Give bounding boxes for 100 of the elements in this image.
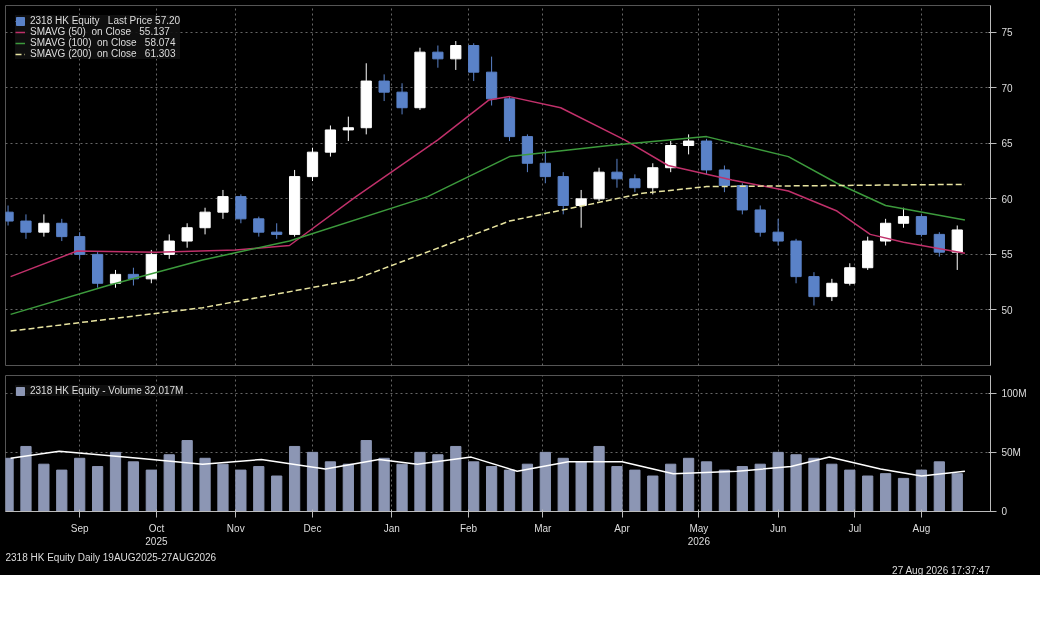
bar	[772, 451, 784, 512]
bar	[897, 477, 910, 512]
y-tick-label: 75	[1001, 27, 1014, 39]
bar	[217, 463, 229, 512]
text: 27 Aug 2026 17:37:47	[892, 564, 991, 576]
bar	[539, 451, 551, 512]
candlestick	[181, 222, 193, 249]
candlestick	[324, 125, 337, 158]
bar	[503, 469, 516, 512]
x-tick-label: Mar	[534, 522, 553, 534]
candlestick	[74, 231, 86, 260]
bar	[485, 466, 498, 512]
candlestick	[199, 207, 211, 235]
x-tick-label: Nov	[226, 522, 245, 534]
candlestick	[20, 213, 32, 240]
candlestick	[808, 271, 820, 306]
bar	[915, 469, 928, 512]
x-tick-label: Jul	[848, 522, 862, 534]
bar	[396, 463, 408, 512]
x-tick-label: Dec	[303, 522, 322, 534]
bar	[181, 440, 193, 512]
candlestick	[217, 189, 229, 220]
bar	[288, 445, 301, 512]
y-tick-label: 65	[1001, 138, 1014, 150]
y-tick-label: 50	[1001, 304, 1014, 316]
candlestick	[56, 218, 68, 242]
bar	[826, 463, 838, 512]
bar	[736, 466, 748, 512]
bar	[342, 463, 354, 512]
candlestick	[844, 262, 856, 286]
candlestick	[718, 165, 731, 193]
candlestick	[235, 193, 247, 224]
bar	[879, 473, 892, 512]
y-tick-label: 55	[1001, 249, 1014, 261]
legend-label: 2318 HK Equity - Volume 32.017M	[30, 385, 184, 396]
y-tick-label: 50M	[1001, 446, 1021, 458]
candlestick	[611, 158, 623, 189]
legend-label: SMAVG (200) on Close 61.303	[30, 48, 176, 59]
bar	[844, 469, 856, 512]
x-tick-label: Apr	[614, 522, 631, 534]
y-tick-label: 100M	[1001, 387, 1027, 399]
text: 2318 HK Equity Daily 19AUG2025-27AUG2026	[5, 551, 217, 563]
candlestick	[342, 116, 354, 142]
bar	[20, 445, 32, 512]
candlestick	[38, 213, 50, 238]
bar	[145, 469, 157, 512]
bar	[468, 461, 480, 512]
bar	[235, 469, 247, 512]
bar	[74, 457, 86, 512]
bar	[163, 454, 175, 512]
candlestick	[575, 189, 587, 229]
bar	[91, 466, 104, 512]
bar	[306, 451, 319, 512]
bar	[862, 475, 874, 512]
bar	[700, 461, 713, 512]
candlestick	[378, 73, 390, 102]
candlestick	[933, 231, 945, 258]
bar	[414, 451, 426, 512]
bar	[271, 475, 283, 512]
candlestick	[450, 40, 462, 71]
bar	[790, 454, 802, 512]
candlestick	[432, 45, 444, 69]
legend-label: SMAVG (50) on Close 55.137	[30, 26, 170, 37]
candlestick	[772, 218, 784, 246]
line-series	[9, 450, 966, 477]
bar	[754, 463, 766, 512]
candlestick	[754, 205, 766, 238]
y-tick-label: 70	[1001, 82, 1014, 94]
y-tick-label: 60	[1001, 193, 1014, 205]
bar	[450, 445, 462, 512]
x-tick-label: Sep	[70, 522, 90, 534]
bar	[575, 461, 587, 512]
bar	[629, 469, 641, 512]
bar	[56, 469, 68, 512]
candlestick	[665, 140, 677, 173]
bar	[253, 466, 265, 512]
x-tick-label: Jan	[383, 522, 400, 534]
legend-label: 2318 HK Equity Last Price 57.20	[30, 15, 181, 26]
candlestick	[647, 162, 659, 195]
candlestick	[915, 213, 928, 238]
bar	[808, 457, 820, 512]
bar	[521, 463, 534, 512]
bar	[665, 463, 677, 512]
x-tick-label: May 2026	[687, 522, 711, 547]
candlestick	[879, 218, 892, 246]
bar	[718, 469, 731, 512]
legend-label: SMAVG (100) on Close 58.074	[30, 37, 176, 48]
bar	[324, 461, 337, 512]
line-series	[9, 95, 966, 278]
x-tick-label: Feb	[459, 522, 478, 534]
bar	[593, 445, 605, 512]
candlestick	[396, 82, 408, 115]
line-series	[9, 135, 966, 316]
bar	[557, 457, 569, 512]
candlestick	[682, 133, 695, 155]
bar	[432, 454, 444, 512]
bar	[360, 440, 372, 512]
bar	[933, 461, 945, 512]
bar	[647, 475, 659, 512]
candlestick	[253, 216, 265, 238]
